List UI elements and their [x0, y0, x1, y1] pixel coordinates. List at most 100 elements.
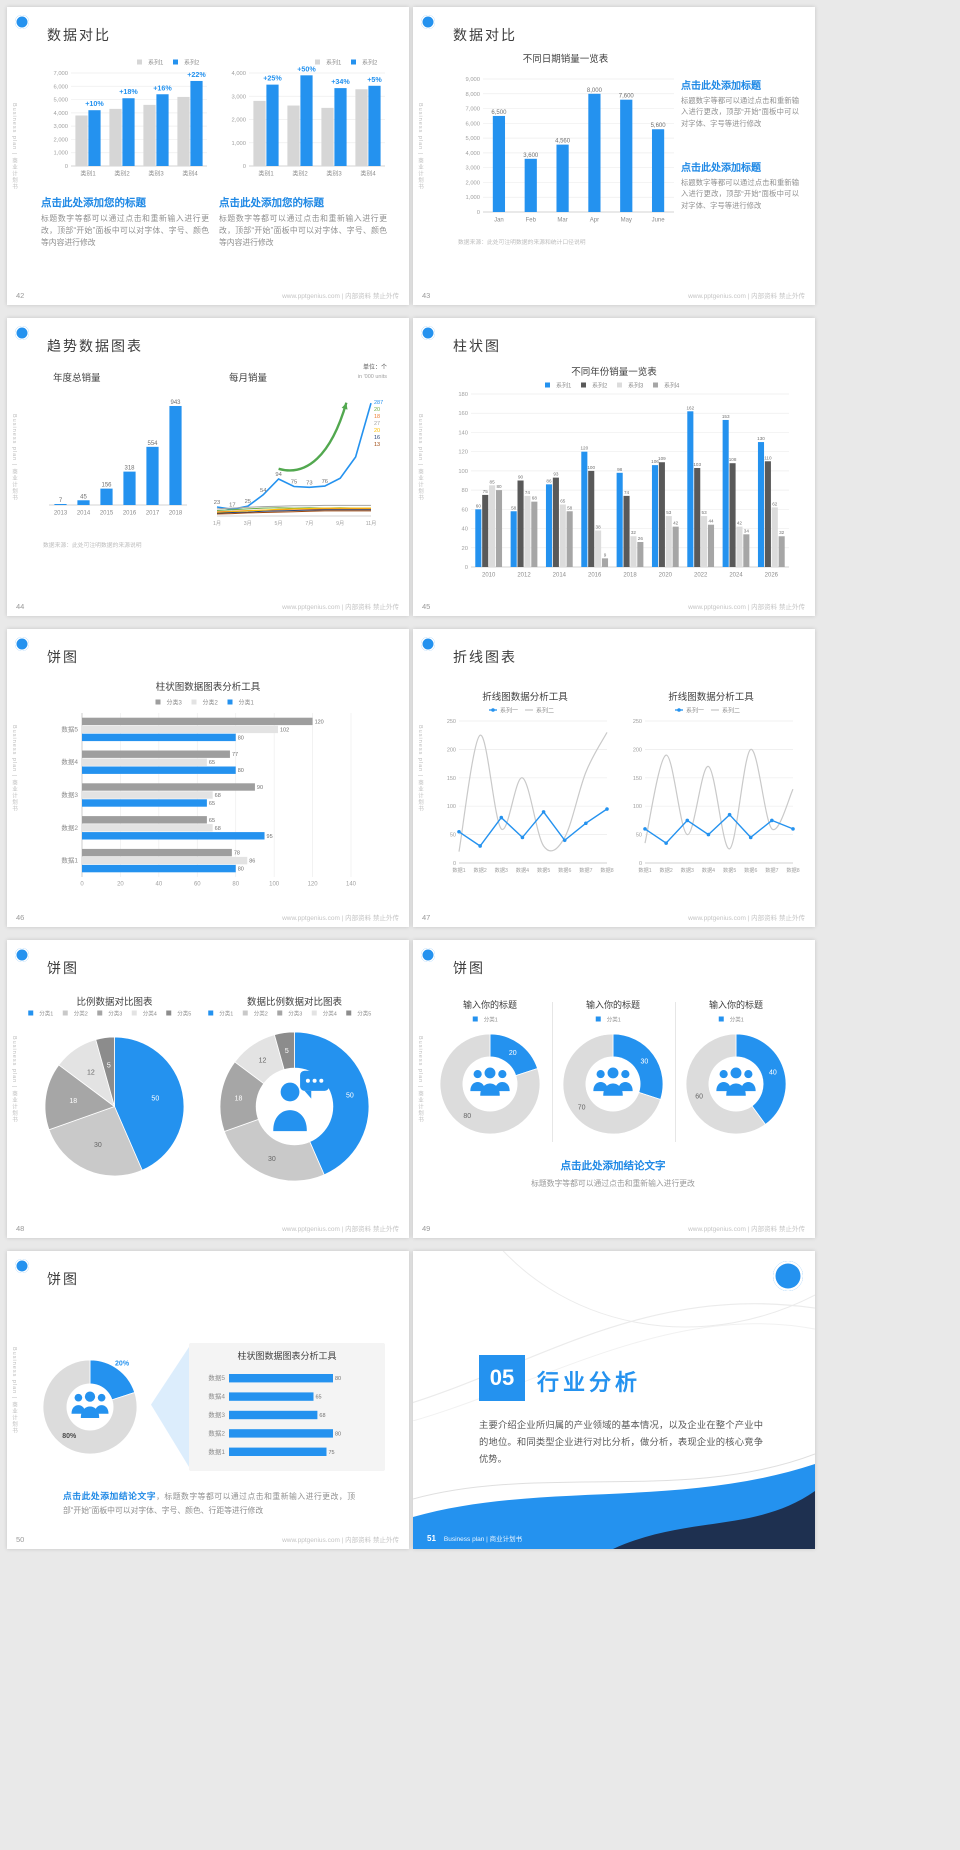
annual-sales-bar-chart: 2013 2014 2015 2016 2017 2018 7 45 156 318 554 943	[43, 388, 191, 518]
svg-text:2022: 2022	[694, 573, 708, 579]
comparison-bar-chart-right: 0 1,000 2,000 3,000 4,000 类别1 类别2 类别3 类别4 +25% +50…	[219, 57, 389, 179]
svg-text:3,600: 3,600	[523, 153, 539, 159]
svg-text:26: 26	[638, 536, 644, 541]
brand-logo-icon	[15, 326, 29, 340]
svg-text:250: 250	[633, 719, 642, 725]
slide-44[interactable]: Business plan | 商业计划书 趋势数据图表 年度总销量 2013 2…	[7, 318, 409, 616]
svg-text:18: 18	[235, 1096, 243, 1103]
slide-42[interactable]: Business plan | 商业计划书 数据对比 0 1,000 2,000 3,…	[7, 7, 409, 305]
chart-title: 柱状图数据图表分析工具	[155, 682, 261, 693]
svg-text:50: 50	[636, 833, 642, 839]
svg-text:40: 40	[156, 882, 163, 888]
svg-text:1月: 1月	[213, 520, 221, 527]
block-body: 标题数字等都可以通过点击和重新输入进行更改，顶部“开始”面板中可以对字体、字号等…	[681, 96, 799, 128]
svg-text:78: 78	[234, 851, 240, 857]
svg-text:0: 0	[453, 861, 456, 867]
page-number: 47	[422, 913, 431, 922]
donut-title-1: 输入你的标题	[462, 1000, 517, 1010]
svg-text:100: 100	[587, 465, 595, 470]
slide-title: 柱状图	[453, 338, 501, 354]
svg-text:75: 75	[483, 489, 489, 494]
slides-grid: Business plan | 商业计划书 数据对比 0 1,000 2,000 3,…	[7, 7, 815, 1549]
svg-text:类别1: 类别1	[258, 170, 274, 178]
side-label: Business plan | 商业计划书	[11, 725, 17, 813]
svg-text:77: 77	[232, 752, 238, 758]
svg-text:44: 44	[708, 519, 714, 524]
svg-text:2018: 2018	[169, 511, 183, 517]
decorative-arcs	[413, 1251, 815, 1421]
svg-text:80%: 80%	[62, 1433, 77, 1440]
svg-text:3,000: 3,000	[465, 166, 480, 172]
svg-text:30: 30	[640, 1059, 648, 1066]
svg-text:8,000: 8,000	[465, 92, 480, 98]
svg-text:65: 65	[560, 499, 566, 504]
svg-text:数据8: 数据8	[600, 866, 613, 874]
svg-text:20%: 20%	[115, 1360, 130, 1367]
svg-text:76: 76	[322, 479, 328, 485]
svg-text:Mar: Mar	[557, 218, 567, 224]
svg-text:2015: 2015	[100, 511, 114, 517]
svg-text:287: 287	[374, 400, 383, 406]
svg-text:42: 42	[737, 521, 743, 526]
slide-title: 饼图	[47, 960, 79, 976]
svg-text:102: 102	[280, 727, 289, 733]
svg-text:数据2: 数据2	[61, 823, 78, 832]
svg-text:系列1: 系列1	[556, 382, 572, 390]
block-heading: 点击此处添加您的标题	[219, 197, 324, 209]
svg-text:8,000: 8,000	[587, 88, 603, 94]
svg-text:+25%: +25%	[263, 74, 282, 83]
svg-text:200: 200	[633, 747, 642, 753]
svg-text:6,000: 6,000	[465, 121, 480, 127]
panel-title: 柱状图数据图表分析工具	[237, 1351, 337, 1361]
slide-49[interactable]: Business plan | 商业计划书 饼图 输入你的标题 分类1 20 80 …	[413, 940, 815, 1238]
svg-text:类别3: 类别3	[148, 170, 164, 178]
slide-47[interactable]: Business plan | 商业计划书 折线图表 折线图数据分析工具 0 50…	[413, 629, 815, 927]
unit-label: 单位：个 in '000 units	[358, 364, 387, 382]
svg-text:7,000: 7,000	[465, 107, 480, 113]
unit-sub: in '000 units	[357, 374, 387, 380]
chart-title-left: 折线图数据分析工具	[482, 692, 568, 703]
slide-title: 饼图	[453, 960, 485, 976]
slide-46[interactable]: Business plan | 商业计划书 饼图 柱状图数据图表分析工具 0 20…	[7, 629, 409, 927]
line-chart-right: 0 50 100 150 200 250 数据1 数据2 数据3 数据4 数据5 数据6 数据7 数据8 系…	[621, 705, 801, 875]
svg-text:162: 162	[686, 405, 694, 410]
svg-text:系列2: 系列2	[592, 382, 608, 390]
conclusion-body: ，标题数字等都可以通过点击和重新输入进行更改，顶部“开始”面板中可以对字体、字号…	[63, 1492, 355, 1515]
svg-text:数据2: 数据2	[660, 866, 673, 874]
slide-43[interactable]: Business plan | 商业计划书 数据对比 不同日期销量一览表 0 1,…	[413, 7, 815, 305]
svg-text:系列一: 系列一	[686, 707, 704, 715]
svg-text:20: 20	[374, 428, 380, 434]
slide-45[interactable]: Business plan | 商业计划书 柱状图 不同年份销量一览表 0 20 4…	[413, 318, 815, 616]
slide-footer: www.pptgenius.com | 内部资料 禁止外传	[688, 1226, 805, 1233]
svg-text:分类1: 分类1	[219, 1010, 233, 1018]
slide-48[interactable]: Business plan | 商业计划书 饼图 比例数据对比图表 分类1 分类2…	[7, 940, 409, 1238]
conclusion-body: 标题数字等都可以通过点击和重新输入进行更改	[531, 1179, 695, 1188]
slide-title: 数据对比	[47, 27, 111, 43]
svg-text:+5%: +5%	[367, 75, 382, 84]
page-number: 49	[422, 1224, 431, 1233]
svg-text:分类1: 分类1	[239, 699, 255, 707]
svg-text:100: 100	[633, 804, 642, 810]
page-number: 50	[16, 1535, 25, 1544]
svg-text:6,500: 6,500	[491, 110, 507, 116]
chart-title-left: 年度总销量	[53, 373, 101, 384]
svg-text:类别3: 类别3	[326, 170, 342, 178]
svg-text:数据1: 数据1	[208, 1447, 225, 1456]
svg-text:65: 65	[316, 1395, 322, 1401]
slide-title: 折线图表	[453, 649, 517, 665]
svg-text:50: 50	[346, 1092, 354, 1099]
svg-text:数据4: 数据4	[208, 1392, 225, 1401]
slide-51[interactable]: 05 行业分析 主要介绍企业所归属的产业领域的基本情况，以及企业在整个产业中的地…	[413, 1251, 815, 1549]
slide-50[interactable]: Business plan | 商业计划书 饼图 20% 80% 柱状图数据图表分…	[7, 1251, 409, 1549]
svg-text:2024: 2024	[729, 573, 743, 579]
svg-text:2026: 2026	[765, 573, 779, 579]
line-chart-left: 0 50 100 150 200 250 数据1 数据2 数据3 数据4 数据5 数据6 数据7 数据8 系…	[435, 705, 615, 875]
svg-text:68: 68	[215, 826, 221, 832]
svg-text:+18%: +18%	[119, 87, 138, 96]
svg-text:数据1: 数据1	[61, 856, 78, 865]
svg-text:0: 0	[80, 882, 84, 888]
svg-text:318: 318	[124, 466, 135, 472]
side-label: Business plan | 商业计划书	[11, 414, 17, 502]
svg-text:40: 40	[462, 527, 468, 533]
svg-text:分类2: 分类2	[74, 1010, 88, 1018]
